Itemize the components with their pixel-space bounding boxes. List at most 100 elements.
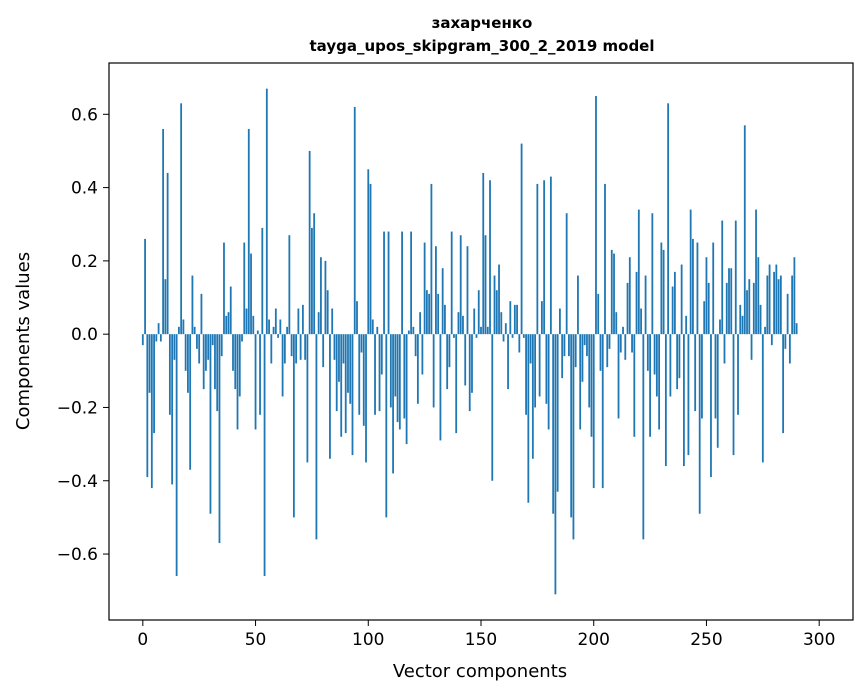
bar-129 <box>432 334 435 408</box>
bar-141 <box>459 235 462 335</box>
bar-33 <box>216 334 219 412</box>
bar-195 <box>581 334 584 382</box>
bar-109 <box>387 231 390 335</box>
bar-125 <box>423 242 426 335</box>
bar-40 <box>232 334 234 371</box>
bar-280 <box>773 271 775 335</box>
bar-6 <box>155 334 158 342</box>
bar-72 <box>304 334 307 360</box>
bar-22 <box>191 275 194 335</box>
bar-161 <box>504 323 507 335</box>
bar-1 <box>144 238 146 335</box>
bar-203 <box>599 334 602 371</box>
bar-46 <box>245 308 248 335</box>
bar-290 <box>795 323 798 335</box>
bar-13 <box>171 334 174 485</box>
bar-64 <box>286 326 289 335</box>
y-tick-label-0: −0.6 <box>57 545 98 565</box>
bar-142 <box>462 315 464 335</box>
bar-92 <box>349 334 352 404</box>
bar-26 <box>200 293 203 335</box>
bar-77 <box>315 334 318 540</box>
bar-274 <box>759 304 762 335</box>
bar-86 <box>335 334 338 412</box>
bar-179 <box>545 334 548 404</box>
bar-236 <box>673 271 676 335</box>
bar-184 <box>556 334 559 492</box>
bar-267 <box>743 125 746 335</box>
bar-185 <box>559 308 561 335</box>
bar-76 <box>313 213 316 335</box>
y-tick-label-5: 0.4 <box>71 179 98 199</box>
bar-27 <box>202 334 205 390</box>
bar-148 <box>475 334 478 338</box>
bar-28 <box>205 334 207 371</box>
bar-147 <box>473 308 476 335</box>
bar-115 <box>401 231 403 335</box>
bar-87 <box>338 334 340 382</box>
bar-66 <box>290 334 293 357</box>
bar-144 <box>466 246 469 335</box>
bar-231 <box>662 249 665 335</box>
bar-239 <box>680 264 683 335</box>
bar-213 <box>622 326 624 335</box>
x-axis-ticks: 0 50 100 150 200 250 300 <box>137 620 835 650</box>
bar-170 <box>525 334 527 415</box>
bar-32 <box>214 334 216 390</box>
bar-229 <box>658 334 661 430</box>
bar-257 <box>721 220 724 335</box>
bar-49 <box>252 315 255 335</box>
bar-143 <box>464 334 467 386</box>
bar-99 <box>365 334 367 463</box>
bar-108 <box>385 334 388 518</box>
bar-85 <box>333 334 336 360</box>
bar-176 <box>538 334 541 397</box>
y-tick-label-6: 0.6 <box>71 105 98 125</box>
bar-105 <box>378 334 381 412</box>
bar-277 <box>766 275 769 335</box>
bar-0 <box>141 334 144 346</box>
bar-194 <box>579 334 582 430</box>
bar-30 <box>209 334 212 514</box>
bar-252 <box>710 334 712 478</box>
bar-90 <box>344 334 347 434</box>
bar-158 <box>498 264 500 335</box>
bar-177 <box>540 301 543 335</box>
bar-232 <box>664 334 667 467</box>
bar-186 <box>561 334 564 379</box>
bar-192 <box>574 334 577 368</box>
bar-224 <box>646 334 649 371</box>
bar-283 <box>779 275 782 335</box>
bar-100 <box>367 169 370 335</box>
bar-139 <box>455 334 458 434</box>
bar-261 <box>730 268 733 335</box>
bar-127 <box>428 293 431 335</box>
bar-206 <box>606 334 609 368</box>
bar-82 <box>326 290 329 335</box>
bar-171 <box>527 334 530 503</box>
bar-249 <box>703 301 706 335</box>
bar-11 <box>166 172 169 335</box>
bar-62 <box>281 334 284 397</box>
bar-69 <box>297 308 300 335</box>
bar-117 <box>405 334 408 445</box>
bar-207 <box>608 334 611 349</box>
bar-56 <box>268 319 270 335</box>
bar-204 <box>601 334 604 489</box>
bar-14 <box>173 334 176 360</box>
bar-222 <box>642 334 645 540</box>
bar-31 <box>211 334 214 346</box>
bar-114 <box>398 334 401 430</box>
bar-223 <box>644 275 647 335</box>
bar-279 <box>770 334 773 346</box>
bar-160 <box>502 334 505 342</box>
y-axis-label: Components values <box>13 252 34 430</box>
bar-247 <box>698 334 701 514</box>
bar-9 <box>162 128 165 335</box>
bar-119 <box>410 231 413 335</box>
bar-270 <box>750 334 753 360</box>
bar-47 <box>247 128 250 335</box>
bar-154 <box>489 180 491 335</box>
bar-19 <box>184 334 187 371</box>
bar-241 <box>685 315 688 335</box>
